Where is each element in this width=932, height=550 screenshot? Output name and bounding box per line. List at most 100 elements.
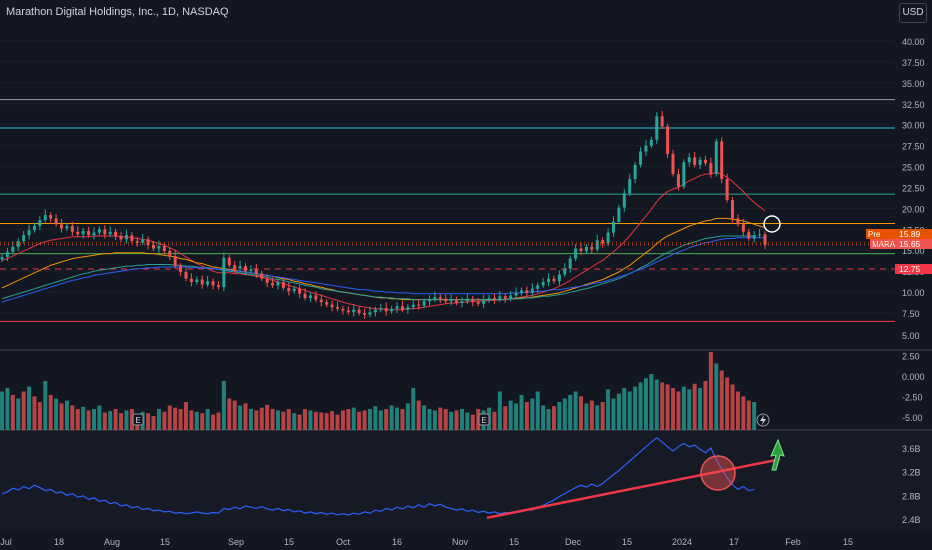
histogram-bar bbox=[54, 398, 59, 430]
histogram-bar bbox=[514, 403, 519, 430]
histogram-bar bbox=[254, 410, 259, 430]
histogram-bar bbox=[735, 391, 740, 430]
time-axis[interactable]: Jul 18 Aug 15 Sep 15 Oct 16 Nov 15 Dec 15 2024 17 Feb 1… bbox=[0, 537, 853, 547]
histogram-bar bbox=[330, 411, 335, 430]
histogram-bar bbox=[70, 405, 75, 430]
time-tick-label: Feb bbox=[785, 537, 801, 547]
histogram-bar bbox=[600, 402, 605, 430]
histogram-bar bbox=[43, 381, 48, 430]
histogram-bar bbox=[313, 411, 318, 430]
histogram-bar bbox=[156, 409, 161, 430]
histogram-bar bbox=[562, 398, 567, 430]
histogram-bar bbox=[714, 363, 719, 430]
candle-body bbox=[357, 309, 361, 313]
price-label-name-box bbox=[866, 229, 895, 239]
candle-body bbox=[682, 162, 686, 187]
price-tick-label: 32.50 bbox=[902, 100, 925, 110]
candle-body bbox=[449, 299, 453, 302]
indicator-tick-label: 2.8B bbox=[902, 491, 921, 501]
candle-body bbox=[298, 288, 302, 294]
price-tick-label: 20.00 bbox=[902, 204, 925, 214]
candle-body bbox=[639, 151, 643, 165]
histogram-bar bbox=[10, 395, 15, 430]
candle-body bbox=[157, 246, 161, 249]
candle-body bbox=[476, 302, 480, 304]
circle-highlight bbox=[763, 215, 781, 233]
candle-body bbox=[200, 279, 204, 285]
histogram-bar bbox=[81, 406, 86, 430]
histogram-bar bbox=[622, 388, 627, 430]
price-tick-label: 10.00 bbox=[902, 288, 925, 298]
histogram-bar bbox=[16, 398, 21, 430]
histogram-bar bbox=[546, 409, 551, 430]
histogram-bar bbox=[616, 393, 621, 430]
time-tick-label: 2024 bbox=[672, 537, 692, 547]
histogram-bar bbox=[752, 402, 757, 430]
candle-body bbox=[319, 299, 323, 303]
candle-body bbox=[579, 248, 583, 252]
candle-body bbox=[271, 282, 275, 286]
histogram-bar bbox=[671, 388, 676, 430]
candle-body bbox=[720, 141, 724, 180]
candle-body bbox=[427, 299, 431, 302]
candle-body bbox=[390, 308, 394, 312]
currency-button[interactable]: USD bbox=[899, 3, 927, 23]
histogram-bar bbox=[351, 407, 356, 430]
histogram-bar bbox=[378, 410, 383, 430]
candle-body bbox=[38, 220, 42, 226]
time-tick-label: 15 bbox=[622, 537, 632, 547]
price-label-name: MARA bbox=[872, 240, 896, 249]
histogram-bar bbox=[173, 407, 178, 430]
histogram-bar bbox=[189, 410, 194, 430]
histogram-bar bbox=[665, 384, 670, 430]
histogram-bar bbox=[243, 403, 248, 430]
histogram-bar bbox=[497, 391, 502, 430]
candle-body bbox=[622, 193, 626, 208]
histogram-bar bbox=[37, 402, 42, 430]
candle-body bbox=[368, 312, 372, 315]
candle-body bbox=[81, 230, 85, 235]
histogram-bar bbox=[194, 411, 199, 430]
histogram-bar bbox=[719, 370, 724, 430]
histogram-bar bbox=[503, 406, 508, 430]
histogram-bar bbox=[568, 395, 573, 430]
price-label-value: 12.75 bbox=[899, 264, 921, 274]
histogram-bar bbox=[59, 403, 64, 430]
candle-body bbox=[97, 229, 101, 233]
candle-body bbox=[108, 231, 112, 235]
histogram-bar bbox=[746, 400, 751, 430]
candle-body bbox=[725, 179, 729, 201]
histogram-bar bbox=[573, 391, 578, 430]
time-tick-label: 18 bbox=[54, 537, 64, 547]
candle-body bbox=[736, 218, 740, 225]
histogram-bar bbox=[692, 383, 697, 430]
candle-body bbox=[211, 281, 215, 286]
candle-body bbox=[633, 164, 637, 180]
histogram-bar bbox=[470, 414, 475, 430]
candle-body bbox=[693, 157, 697, 165]
histogram-bar bbox=[124, 410, 129, 430]
candle-body bbox=[584, 246, 588, 252]
candle-body bbox=[314, 295, 318, 300]
histogram-bar bbox=[557, 402, 562, 430]
histogram-tick-label: -2.50 bbox=[902, 393, 923, 403]
candle-body bbox=[308, 295, 312, 298]
candle-body bbox=[206, 281, 210, 285]
candle-body bbox=[287, 287, 291, 292]
histogram-bar bbox=[357, 411, 362, 430]
histogram-bar bbox=[611, 398, 616, 430]
candle-body bbox=[460, 301, 464, 303]
histogram-bar bbox=[346, 409, 351, 430]
histogram-bar bbox=[535, 391, 540, 430]
candle-body bbox=[731, 200, 735, 219]
histogram-bar bbox=[606, 389, 611, 430]
time-tick-label: 16 bbox=[392, 537, 402, 547]
candle-body bbox=[574, 248, 578, 259]
histogram-bar bbox=[524, 402, 529, 430]
candle-body bbox=[141, 239, 145, 243]
histogram-bar bbox=[21, 391, 26, 430]
candle-body bbox=[417, 304, 421, 306]
candle-body bbox=[265, 278, 269, 283]
